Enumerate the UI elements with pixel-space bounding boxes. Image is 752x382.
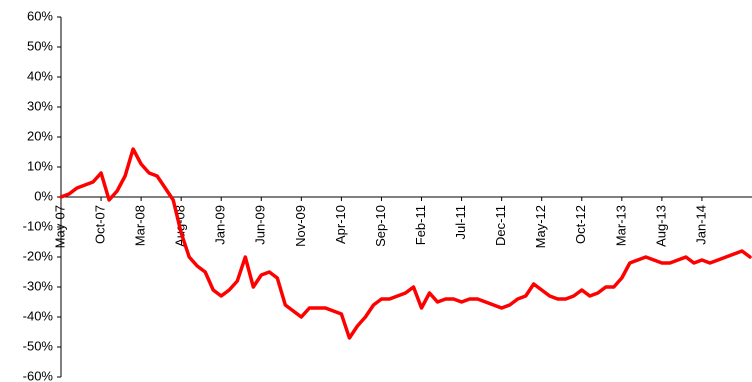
y-tick-label: -50% — [23, 338, 54, 353]
y-tick-label: 0% — [34, 188, 53, 203]
y-tick-label: -40% — [23, 308, 54, 323]
x-tick-label: Jun-09 — [253, 205, 268, 245]
y-tick-label: -20% — [23, 248, 54, 263]
y-tick-label: -30% — [23, 278, 54, 293]
x-tick-label: May-07 — [52, 205, 67, 248]
x-tick-label: Oct-07 — [92, 205, 107, 244]
y-axis-ticks: 60% 50% 40% 30% 20% 10% 0% -10% -20% -30% -40% -50%… — [23, 8, 61, 382]
x-tick-label: May-12 — [533, 205, 548, 248]
y-tick-label: 40% — [27, 68, 53, 83]
y-tick-label: 20% — [27, 128, 53, 143]
y-tick-label: -60% — [23, 368, 54, 382]
series-line — [59, 147, 752, 340]
y-tick-label: 10% — [27, 158, 53, 173]
x-tick-label: Feb-11 — [413, 205, 428, 245]
x-axis-ticks: May-07 Oct-07 Mar-08 Aug-08 Jan-09 Jun-09 Nov-… — [52, 197, 708, 248]
x-tick-label: Nov-09 — [293, 205, 308, 247]
x-tick-label: Oct-12 — [573, 205, 588, 244]
x-tick-label: Apr-10 — [333, 205, 348, 244]
x-tick-label: Jan-14 — [693, 205, 708, 245]
x-tick-label: Aug-13 — [653, 205, 668, 247]
y-tick-label: -10% — [23, 218, 54, 233]
y-tick-label: 60% — [27, 8, 53, 23]
x-tick-label: Mar-08 — [133, 205, 148, 246]
y-tick-label: 50% — [27, 38, 53, 53]
x-tick-label: Jul-11 — [453, 205, 468, 239]
x-tick-label: Sep-10 — [373, 205, 388, 247]
x-tick-label: Jan-09 — [213, 205, 228, 245]
x-tick-label: Dec-11 — [493, 205, 508, 246]
y-tick-label: 30% — [27, 98, 53, 113]
x-tick-label: Mar-13 — [613, 205, 628, 246]
